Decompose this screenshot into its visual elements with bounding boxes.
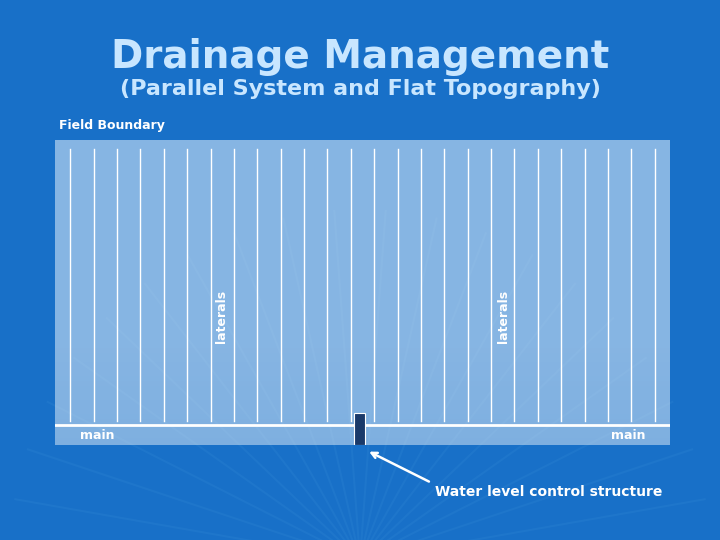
Text: Drainage Management: Drainage Management (111, 38, 609, 76)
Text: Field Boundary: Field Boundary (58, 119, 164, 132)
Text: main: main (611, 429, 645, 442)
Text: main: main (80, 429, 114, 442)
Text: (Parallel System and Flat Topography): (Parallel System and Flat Topography) (120, 79, 600, 99)
Text: laterals: laterals (498, 291, 510, 343)
Text: laterals: laterals (215, 291, 228, 343)
Bar (354, 413, 365, 445)
Text: Water level control structure: Water level control structure (435, 485, 662, 500)
